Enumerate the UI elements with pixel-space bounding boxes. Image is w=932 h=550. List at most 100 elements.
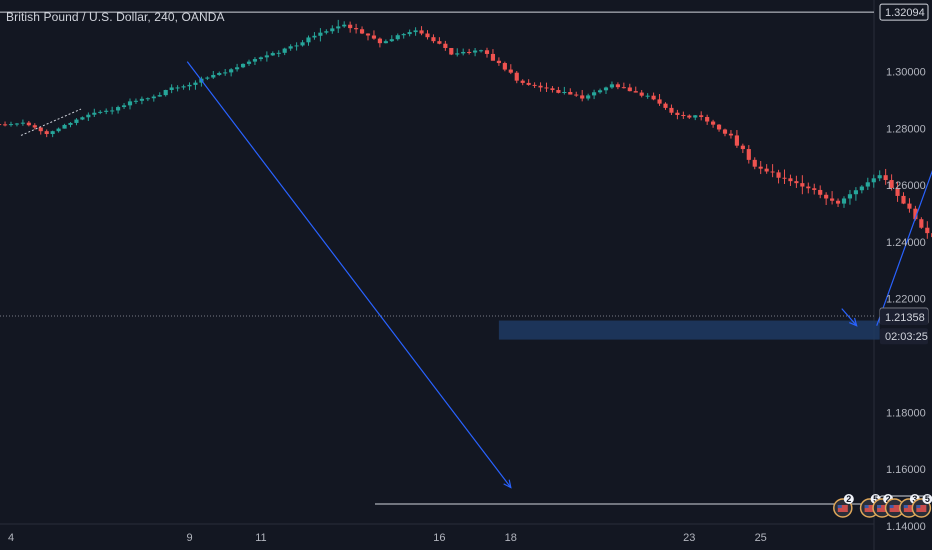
candle-body [258, 57, 263, 60]
candle-body [669, 107, 674, 113]
candle-body [597, 90, 603, 93]
arrow-shaft [841, 308, 858, 327]
candle-body [32, 125, 37, 128]
candle [693, 114, 698, 121]
candle-body [621, 87, 626, 89]
candle-body [300, 42, 305, 46]
candle [562, 86, 567, 95]
down-arrow[interactable] [186, 61, 512, 489]
candle [330, 25, 335, 34]
candle-body [722, 129, 728, 134]
candle [681, 111, 686, 119]
candle-body [568, 91, 573, 95]
candle [895, 181, 900, 202]
candle [478, 49, 484, 53]
y-tick-label: 1.26000 [886, 180, 926, 192]
candle-body [913, 208, 918, 220]
candle [657, 93, 662, 106]
candle [419, 26, 424, 36]
candle-body [443, 43, 448, 48]
candle [651, 92, 656, 101]
high-level-tag: 1.32094 [879, 3, 929, 21]
candle [270, 51, 275, 56]
candle [752, 157, 757, 170]
candle [365, 33, 371, 41]
flag-canton [864, 505, 869, 508]
candle-body [282, 48, 287, 53]
countdown-tag-label: 02:03:25 [885, 331, 928, 343]
up-arrow[interactable] [876, 81, 932, 326]
candle [621, 82, 626, 89]
candle-body [264, 55, 269, 58]
candle [580, 90, 585, 102]
candle [0, 124, 2, 126]
candle [800, 175, 805, 195]
candle-body [44, 131, 49, 135]
candle-body [276, 52, 281, 54]
candle-body [728, 133, 734, 136]
small-down-arrow[interactable] [841, 308, 858, 327]
candle [98, 110, 103, 115]
flag-stripe [889, 505, 900, 512]
support-zone[interactable] [498, 320, 880, 340]
candle [306, 35, 311, 46]
candle [728, 130, 734, 139]
candle-body [580, 95, 585, 99]
candle-body [26, 122, 31, 126]
candle [907, 198, 912, 213]
candle-body [145, 98, 150, 100]
candle-body [104, 110, 109, 112]
candle-body [68, 122, 73, 125]
candle [508, 64, 513, 75]
candle [467, 48, 472, 55]
candle [835, 198, 841, 207]
candle-body [395, 35, 400, 40]
candle-body [38, 127, 43, 132]
candle [758, 160, 763, 175]
candle [639, 90, 644, 98]
candle-body [354, 28, 359, 30]
event-flag[interactable]: 5 [911, 494, 932, 518]
candle [526, 79, 531, 86]
candle [288, 44, 293, 51]
candle [859, 185, 864, 194]
candle [110, 106, 115, 115]
candle-body [14, 123, 20, 125]
event-flag[interactable] [884, 498, 905, 518]
candle [401, 32, 406, 39]
candle [246, 59, 252, 66]
candle [407, 29, 412, 37]
candle-body [752, 159, 757, 167]
candle-body [312, 35, 317, 38]
arrow-shaft [186, 61, 512, 488]
candle-body [574, 94, 579, 96]
event-flag[interactable]: 2 [833, 494, 854, 518]
candle-body [324, 31, 329, 33]
candle-body [235, 67, 240, 70]
candle [431, 34, 436, 44]
candle [812, 183, 817, 195]
candle-body [716, 124, 722, 130]
candle [20, 119, 25, 126]
trend-line[interactable] [20, 108, 82, 136]
x-tick-label: 11 [255, 532, 266, 544]
chart-title: British Pound / U.S. Dollar, 240, OANDA [6, 10, 225, 24]
candle [318, 28, 323, 42]
candle-body [859, 186, 864, 191]
candle [276, 50, 281, 58]
countdown-tag: 02:03:25 [880, 328, 928, 345]
candle-body [246, 61, 252, 64]
candle [877, 170, 882, 182]
candle [865, 177, 870, 190]
candle [127, 98, 133, 110]
candle-body [806, 186, 811, 189]
flag-badge [922, 494, 932, 504]
candle [181, 84, 186, 90]
candle-body [633, 91, 638, 93]
candle-body [389, 39, 394, 42]
flag-canton [903, 505, 908, 508]
candle-body [740, 145, 745, 150]
y-tick-label: 1.22000 [886, 294, 926, 306]
candle-body [229, 69, 234, 73]
